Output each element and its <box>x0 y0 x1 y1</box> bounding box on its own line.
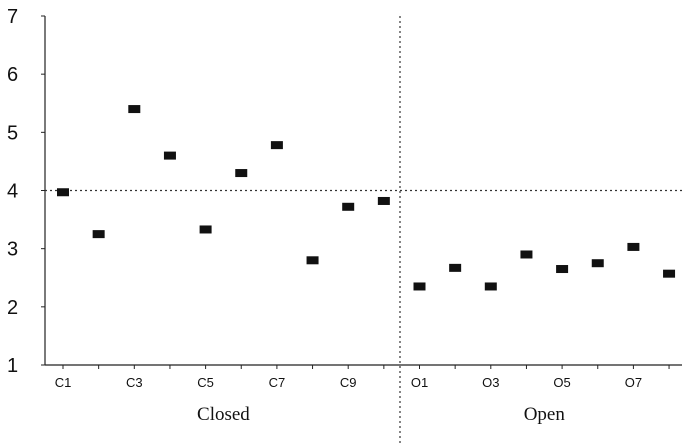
group-labels: Closed Open <box>197 404 565 425</box>
x-tick-label: C5 <box>197 375 214 390</box>
data-point-c4 <box>163 151 176 160</box>
group-label-open: Open <box>524 404 566 425</box>
data-point-o3 <box>484 282 497 291</box>
data-point-c1 <box>57 188 69 197</box>
x-tick-label: C1 <box>55 375 72 390</box>
y-tick-label: 4 <box>7 181 18 203</box>
group-label-closed: Closed <box>197 404 250 425</box>
y-tick-label: 7 <box>7 6 18 28</box>
x-axis-ticks: C1 C3 C5 C7 C9 O1 O3 O5 O7 <box>55 365 670 390</box>
y-tick-label: 5 <box>7 122 18 144</box>
reference-lines <box>45 16 682 443</box>
x-tick-label: C7 <box>269 375 286 390</box>
data-point-c9 <box>342 202 355 211</box>
data-points <box>57 105 676 291</box>
x-tick-label: O5 <box>553 375 570 390</box>
y-tick-label: 6 <box>7 64 18 86</box>
data-point-o2 <box>449 263 462 272</box>
data-point-o7 <box>627 242 640 251</box>
data-point-c10 <box>377 196 390 205</box>
data-point-c2 <box>92 230 105 239</box>
data-point-c8 <box>306 256 319 265</box>
y-tick-label: 1 <box>7 355 18 377</box>
y-axis-ticks: 1 2 3 4 5 6 7 <box>7 6 45 377</box>
y-tick-label: 2 <box>7 297 18 319</box>
data-point-c5 <box>199 225 212 234</box>
x-tick-label: O7 <box>625 375 642 390</box>
data-point-o4 <box>520 250 533 259</box>
data-point-o8 <box>663 269 676 278</box>
x-tick-label: C3 <box>126 375 143 390</box>
data-point-c3 <box>128 105 141 114</box>
data-point-o5 <box>556 265 569 274</box>
x-tick-label: C9 <box>340 375 357 390</box>
x-tick-label: O1 <box>411 375 428 390</box>
data-point-o1 <box>413 282 426 291</box>
x-tick-label: O3 <box>482 375 499 390</box>
data-point-o6 <box>591 259 604 268</box>
data-point-c7 <box>270 141 283 150</box>
data-point-c6 <box>235 169 248 178</box>
y-tick-label: 3 <box>7 239 18 261</box>
